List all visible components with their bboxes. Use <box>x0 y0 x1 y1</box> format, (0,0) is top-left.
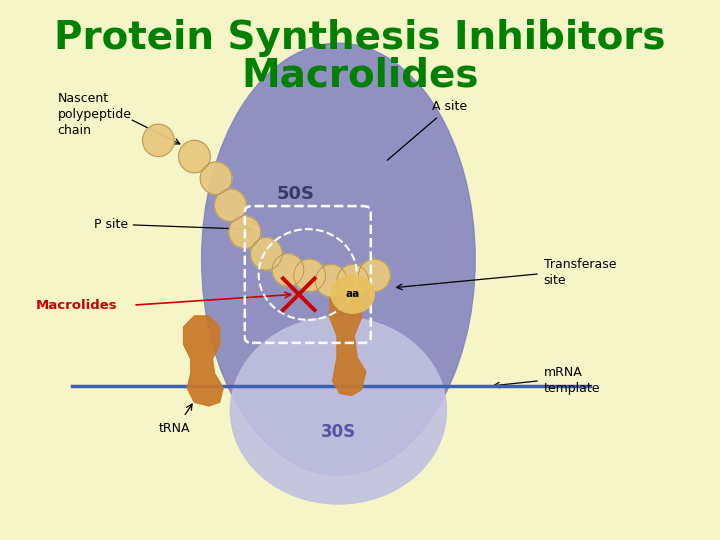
Text: 50S: 50S <box>276 185 314 204</box>
Text: Transferase
site: Transferase site <box>544 258 616 287</box>
Ellipse shape <box>179 140 210 173</box>
Text: Nascent
polypeptide
chain: Nascent polypeptide chain <box>58 92 132 137</box>
Text: mRNA
template: mRNA template <box>544 366 600 395</box>
Ellipse shape <box>272 254 304 286</box>
Text: aa: aa <box>346 289 360 299</box>
Ellipse shape <box>315 265 347 297</box>
Text: Macrolides: Macrolides <box>36 299 117 312</box>
Ellipse shape <box>229 216 261 248</box>
Text: A site: A site <box>387 100 467 160</box>
Ellipse shape <box>200 162 232 194</box>
Polygon shape <box>184 316 223 406</box>
Ellipse shape <box>230 317 446 504</box>
Text: Protein Synthesis Inhibitors: Protein Synthesis Inhibitors <box>54 19 666 57</box>
Ellipse shape <box>143 124 174 157</box>
Text: 30S: 30S <box>321 423 356 441</box>
Text: Macrolides: Macrolides <box>241 57 479 94</box>
Ellipse shape <box>359 259 390 292</box>
Polygon shape <box>330 283 366 395</box>
Ellipse shape <box>215 189 246 221</box>
Text: tRNA: tRNA <box>158 422 190 435</box>
Ellipse shape <box>251 238 282 270</box>
Ellipse shape <box>294 259 325 292</box>
Ellipse shape <box>331 275 374 313</box>
Ellipse shape <box>337 265 369 297</box>
Ellipse shape <box>202 43 475 475</box>
Text: P site: P site <box>94 218 251 232</box>
